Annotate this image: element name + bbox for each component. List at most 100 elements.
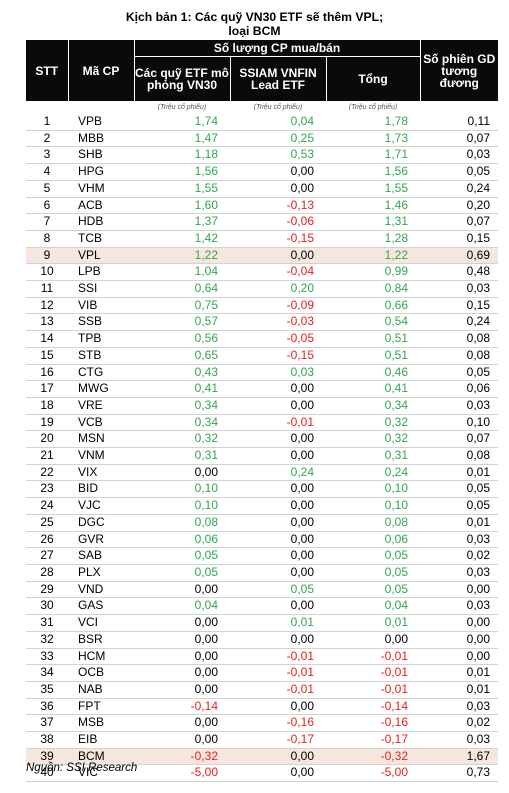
cell-stt: 21 — [26, 447, 68, 465]
cell-stt: 8 — [26, 230, 68, 248]
cell-code: VIC — [68, 764, 134, 783]
table-row: 6 ACB 1,60 -0,13 1,46 0,20 — [26, 197, 498, 215]
cell-ssiam: 0,00 — [230, 180, 326, 198]
cell-ssiam: 0,00 — [230, 547, 326, 565]
cell-code: VRE — [68, 397, 134, 415]
cell-sessions: 0,08 — [420, 347, 498, 365]
cell-total: 1,56 — [326, 163, 420, 181]
cell-sessions: 0,07 — [420, 213, 498, 231]
cell-etf-vn30: 0,00 — [134, 681, 230, 699]
cell-sessions: 0,03 — [420, 146, 498, 165]
cell-total: 0,51 — [326, 330, 420, 348]
cell-etf-vn30: 0,41 — [134, 380, 230, 398]
header-code: Mã CP — [68, 40, 135, 101]
cell-total: 0,24 — [326, 464, 420, 482]
cell-stt: 40 — [26, 764, 68, 783]
cell-stt: 19 — [26, 414, 68, 432]
cell-total: 0,51 — [326, 347, 420, 365]
cell-stt: 5 — [26, 180, 68, 198]
cell-code: PLX — [68, 564, 134, 582]
cell-total: -0,01 — [326, 664, 420, 682]
table-row: 18 VRE 0,34 0,00 0,34 0,03 — [26, 397, 498, 415]
cell-sessions: 1,67 — [420, 748, 498, 766]
cell-code: VCI — [68, 614, 134, 632]
table-row: 38 EIB 0,00 -0,17 -0,17 0,03 — [26, 731, 498, 749]
cell-code: VND — [68, 581, 134, 599]
cell-ssiam: 0,00 — [230, 564, 326, 582]
table-row: 13 SSB 0,57 -0,03 0,54 0,24 — [26, 313, 498, 332]
cell-sessions: 0,03 — [420, 564, 498, 582]
cell-stt: 4 — [26, 163, 68, 181]
cell-sessions: 0,08 — [420, 330, 498, 348]
cell-stt: 25 — [26, 514, 68, 532]
cell-code: GAS — [68, 597, 134, 616]
cell-ssiam: 0,00 — [230, 430, 326, 449]
cell-sessions: 0,05 — [420, 497, 498, 515]
cell-total: 0,05 — [326, 547, 420, 565]
table-row: 3 SHB 1,18 0,53 1,71 0,03 — [26, 146, 498, 165]
cell-sessions: 0,01 — [420, 664, 498, 682]
cell-sessions: 0,03 — [420, 698, 498, 716]
cell-etf-vn30: -5,00 — [134, 764, 230, 783]
table-title: Kịch bản 1: Các quỹ VN30 ETF sẽ thêm VPL… — [0, 10, 509, 38]
cell-code: CTG — [68, 364, 134, 382]
cell-sessions: 0,48 — [420, 263, 498, 282]
cell-total: 1,78 — [326, 114, 420, 131]
cell-total: 1,28 — [326, 230, 420, 248]
cell-ssiam: -0,03 — [230, 313, 326, 332]
cell-stt: 1 — [26, 114, 68, 131]
table-row: 27 SAB 0,05 0,00 0,05 0,02 — [26, 547, 498, 565]
cell-stt: 29 — [26, 581, 68, 599]
cell-code: EIB — [68, 731, 134, 749]
table-row: 9 VPL 1,22 0,00 1,22 0,69 — [26, 247, 498, 265]
cell-code: SAB — [68, 547, 134, 565]
cell-ssiam: -0,01 — [230, 664, 326, 682]
cell-etf-vn30: 0,57 — [134, 313, 230, 332]
cell-stt: 27 — [26, 547, 68, 565]
cell-code: VIB — [68, 297, 134, 315]
cell-sessions: 0,03 — [420, 597, 498, 616]
cell-code: TPB — [68, 330, 134, 348]
cell-code: HCM — [68, 648, 134, 666]
cell-ssiam: 0,00 — [230, 497, 326, 515]
cell-sessions: 0,00 — [420, 648, 498, 666]
cell-code: OCB — [68, 664, 134, 682]
cell-stt: 39 — [26, 748, 68, 766]
cell-stt: 37 — [26, 714, 68, 733]
cell-etf-vn30: 0,65 — [134, 347, 230, 365]
cell-etf-vn30: 0,00 — [134, 664, 230, 682]
cell-sessions: 0,01 — [420, 464, 498, 482]
cell-etf-vn30: 0,00 — [134, 731, 230, 749]
cell-code: DGC — [68, 514, 134, 532]
cell-etf-vn30: 1,04 — [134, 263, 230, 282]
cell-stt: 2 — [26, 130, 68, 148]
table-row: 35 NAB 0,00 -0,01 -0,01 0,01 — [26, 681, 498, 699]
cell-ssiam: 0,00 — [230, 247, 326, 265]
cell-total: 0,32 — [326, 414, 420, 432]
cell-total: 1,46 — [326, 197, 420, 215]
cell-etf-vn30: 0,00 — [134, 614, 230, 632]
cell-code: ACB — [68, 197, 134, 215]
cell-ssiam: -0,13 — [230, 197, 326, 215]
cell-sessions: 0,08 — [420, 447, 498, 465]
cell-code: HPG — [68, 163, 134, 181]
table-row: 19 VCB 0,34 -0,01 0,32 0,10 — [26, 414, 498, 432]
cell-total: 1,22 — [326, 247, 420, 265]
cell-sessions: 0,00 — [420, 614, 498, 632]
cell-code: STB — [68, 347, 134, 365]
header-sessions: Số phiên GD tương đương — [420, 40, 498, 101]
cell-stt: 24 — [26, 497, 68, 515]
cell-code: HDB — [68, 213, 134, 231]
cell-sessions: 0,03 — [420, 731, 498, 749]
cell-sessions: 0,11 — [420, 114, 498, 131]
cell-code: TCB — [68, 230, 134, 248]
cell-code: GVR — [68, 531, 134, 549]
cell-sessions: 0,24 — [420, 313, 498, 332]
cell-sessions: 0,03 — [420, 280, 498, 298]
cell-ssiam: 0,00 — [230, 380, 326, 398]
cell-stt: 35 — [26, 681, 68, 699]
cell-total: 0,08 — [326, 514, 420, 532]
cell-ssiam: 0,04 — [230, 114, 326, 131]
cell-sessions: 0,07 — [420, 430, 498, 449]
cell-ssiam: 0,00 — [230, 597, 326, 616]
